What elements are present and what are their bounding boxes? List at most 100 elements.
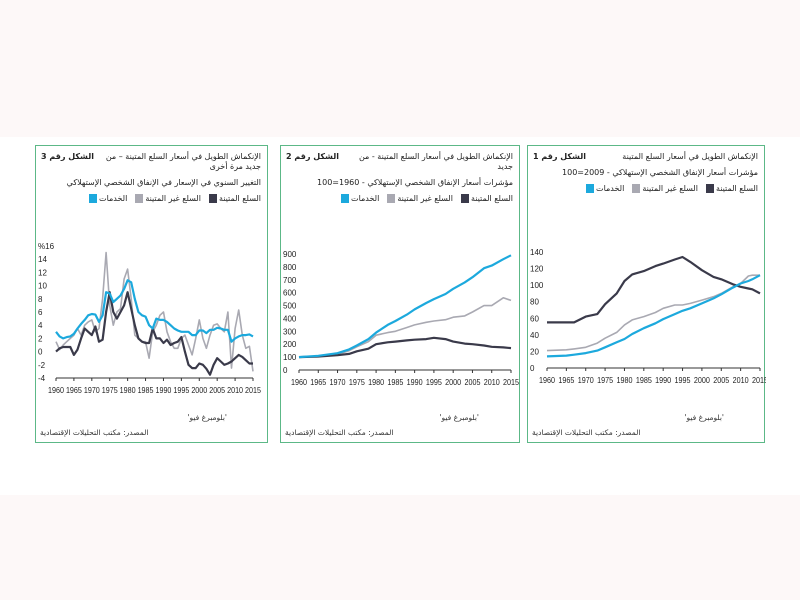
chart-panel-3: الشكل رقم 3 الإنكماش الطويل في أسعار الس…: [35, 145, 268, 443]
x-tick-label: 2015: [752, 376, 766, 385]
y-tick-label: 40: [530, 331, 539, 340]
credit: 'بلومبرغ فيو': [684, 413, 724, 422]
series-line-services: [546, 274, 761, 358]
legend-item-services: الخدمات: [89, 194, 127, 203]
chart-title: الإنكماش الطويل في أسعار السلع المتينة –…: [105, 152, 261, 171]
chart-panel-2: الشكل رقم 2 الإنكماش الطويل في أسعار الس…: [280, 145, 520, 443]
y-tick-label: 0: [283, 366, 288, 375]
x-tick-label: 1995: [426, 378, 442, 387]
y-tick-label: 2: [38, 334, 43, 343]
legend-item-nondurable: السلع غير المتينة: [135, 194, 201, 203]
x-tick-label: 2000: [694, 376, 710, 385]
legend: السلع المتينة السلع غير المتينة الخدمات: [533, 184, 758, 193]
y-tick-label: 600: [283, 289, 297, 298]
y-tick-label: 80: [530, 298, 539, 307]
y-tick-label: 100: [283, 353, 297, 362]
x-tick-label: 2005: [464, 378, 480, 387]
y-tick-label: %16: [38, 242, 55, 251]
y-tick-label: 900: [283, 250, 297, 259]
chart-subtitle: مؤشرات أسعار الإنفاق الشخصي الإستهلاكي -…: [562, 168, 758, 177]
legend-item-durable: السلع المتينة: [208, 194, 261, 203]
legend-swatch: [341, 194, 350, 203]
y-tick-label: 140: [530, 248, 544, 257]
x-tick-label: 1970: [578, 376, 594, 385]
legend-label: الخدمات: [351, 194, 380, 203]
y-tick-label: 700: [283, 276, 297, 285]
x-tick-label: 1980: [616, 376, 632, 385]
legend-item-nondurable: السلع غير المتينة: [632, 184, 698, 193]
x-tick-label: 1960: [291, 378, 307, 387]
y-tick-label: 0: [38, 348, 43, 357]
legend-item-services: الخدمات: [341, 194, 379, 203]
x-tick-label: 2010: [227, 386, 243, 395]
x-tick-label: 2005: [209, 386, 225, 395]
x-tick-label: 2010: [484, 378, 500, 387]
legend: السلع المتينة السلع غير المتينة الخدمات: [286, 194, 513, 203]
legend-item-durable: السلع المتينة: [460, 194, 513, 203]
credit: 'بلومبرغ فيو': [439, 413, 479, 422]
x-tick-label: 2000: [445, 378, 461, 387]
legend-label: السلع غير المتينة: [397, 194, 453, 203]
x-tick-label: 1985: [387, 378, 403, 387]
x-tick-label: 1965: [310, 378, 326, 387]
chart-header-row: الشكل رقم 2 الإنكماش الطويل في أسعار الس…: [286, 152, 513, 172]
x-tick-label: 2005: [713, 376, 729, 385]
x-tick-label: 1995: [173, 386, 189, 395]
y-tick-label: 8: [38, 295, 43, 304]
x-tick-label: 1980: [368, 378, 384, 387]
series-line-nondurable: [298, 297, 512, 358]
series-line-durable: [55, 291, 253, 376]
x-tick-label: 1975: [349, 378, 365, 387]
x-tick-label: 1975: [102, 386, 118, 395]
y-tick-label: 20: [530, 347, 539, 356]
y-tick-label: 300: [283, 327, 297, 336]
legend-label: الخدمات: [596, 184, 625, 193]
legend-swatch: [586, 184, 595, 193]
legend-label: الخدمات: [99, 194, 128, 203]
legend-swatch: [387, 194, 396, 203]
y-tick-label: 200: [283, 340, 297, 349]
y-tick-label: 10: [38, 282, 47, 291]
series-line-services: [298, 254, 512, 359]
legend-swatch: [208, 194, 217, 203]
x-tick-label: 2000: [191, 386, 207, 395]
x-tick-label: 1975: [597, 376, 613, 385]
x-tick-label: 1970: [84, 386, 100, 395]
x-tick-label: 1960: [48, 386, 64, 395]
chart-header-row: الشكل رقم 3 الإنكماش الطويل في أسعار الس…: [41, 152, 261, 172]
figure-number: الشكل رقم 1: [533, 152, 586, 161]
chart-header: الشكل رقم 1 الإنكماش الطويل في أسعار الس…: [533, 152, 758, 193]
y-tick-label: 100: [530, 281, 544, 290]
plot-area: 0 100 200 300 400 500 600 700 800 900 1960 1965 1970…: [283, 250, 519, 387]
x-tick-label: 1995: [675, 376, 691, 385]
legend-swatch: [89, 194, 98, 203]
y-tick-label: -4: [38, 374, 46, 383]
chart-subtitle: التغيير السنوي في الإسعار في الإنفاق الش…: [66, 178, 261, 187]
y-tick-label: 400: [283, 314, 297, 323]
series-line-nondurable: [55, 251, 254, 372]
chart-header: الشكل رقم 3 الإنكماش الطويل في أسعار الس…: [41, 152, 261, 203]
x-tick-label: 1980: [120, 386, 136, 395]
source-note: المصدر: مكتب التحليلات الإقتصادية: [40, 428, 149, 437]
source-note: المصدر: مكتب التحليلات الإقتصادية: [532, 428, 641, 437]
y-tick-label: 14: [38, 255, 47, 264]
x-tick-label: 2015: [503, 378, 519, 387]
series-line-services: [55, 279, 254, 343]
x-tick-label: 1990: [407, 378, 423, 387]
legend-item-durable: السلع المتينة: [705, 184, 758, 193]
legend-item-services: الخدمات: [586, 184, 624, 193]
x-tick-label: 1960: [539, 376, 555, 385]
series-line-nondurable: [546, 274, 760, 352]
y-tick-label: -2: [38, 361, 46, 370]
legend-label: السلع المتينة: [715, 184, 758, 193]
legend-label: السلع غير المتينة: [642, 184, 698, 193]
y-tick-label: 500: [283, 302, 297, 311]
x-tick-label: 1985: [636, 376, 652, 385]
legend-swatch: [632, 184, 641, 193]
legend-swatch: [705, 184, 714, 193]
legend-label: السلع المتينة: [218, 194, 261, 203]
figure-number: الشكل رقم 2: [286, 152, 339, 161]
x-tick-label: 1990: [655, 376, 671, 385]
y-tick-label: 12: [38, 268, 47, 277]
figure-number: الشكل رقم 3: [41, 152, 94, 161]
